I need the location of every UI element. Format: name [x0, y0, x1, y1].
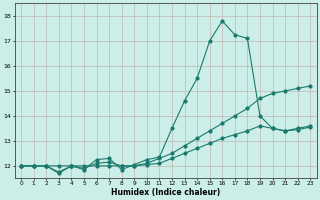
X-axis label: Humidex (Indice chaleur): Humidex (Indice chaleur) [111, 188, 220, 197]
